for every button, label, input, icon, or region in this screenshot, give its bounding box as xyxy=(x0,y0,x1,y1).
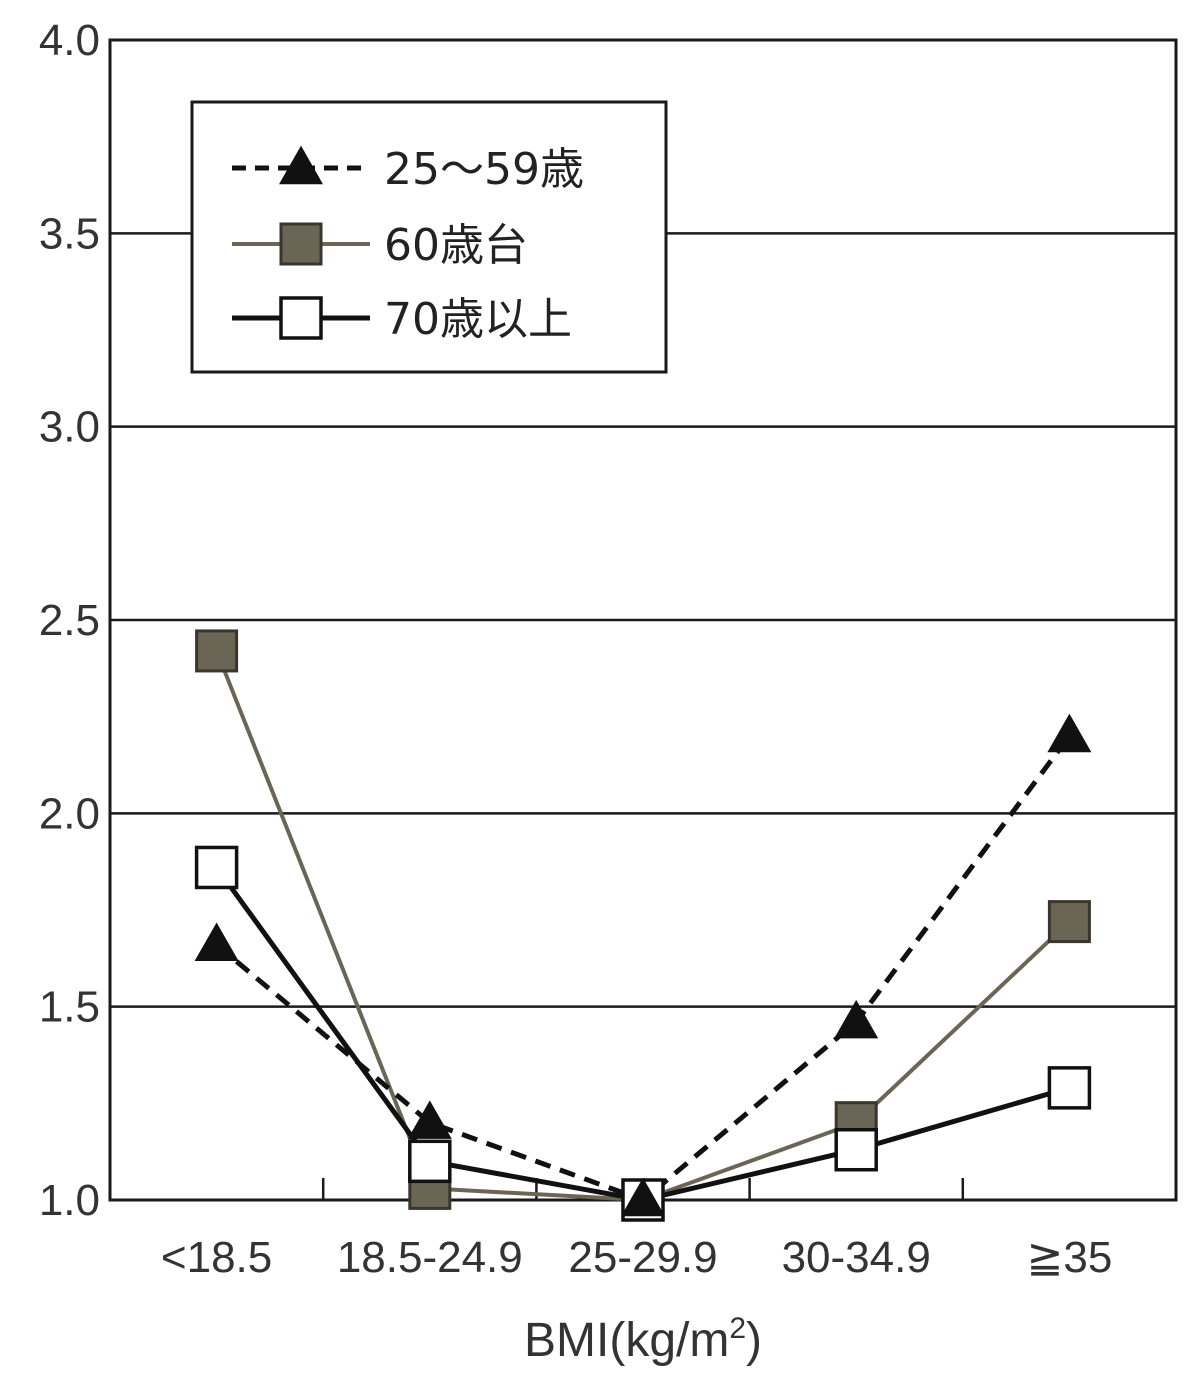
series-1-point-4 xyxy=(1047,900,1091,944)
y-tick-labels: 1.0 1.5 2.0 2.5 3.0 3.5 4.0 xyxy=(39,16,100,1225)
legend-marker-1 xyxy=(279,222,323,266)
x-tick-label-2: 25-29.9 xyxy=(568,1233,717,1282)
series-0-point-2 xyxy=(621,1177,665,1217)
series-markers-2 xyxy=(194,845,1092,1222)
x-axis-label-superscript: 2 xyxy=(729,1312,746,1345)
series-0-point-1 xyxy=(407,1100,452,1139)
legend-marker-0 xyxy=(279,145,323,185)
legend: 25〜59歳 60歳台 70歳以上 xyxy=(190,100,668,374)
x-tick-label-3: 30-34.9 xyxy=(782,1233,931,1282)
series-1 xyxy=(214,650,1071,1202)
x-tick-label-1: 18.5-24.9 xyxy=(337,1233,523,1282)
y-tick-label-1: 1.5 xyxy=(39,983,100,1032)
series-2 xyxy=(214,865,1071,1203)
y-tick-label-5: 3.5 xyxy=(39,209,100,258)
legend-marker-2 xyxy=(279,296,323,340)
legend-box xyxy=(190,100,668,374)
series-line-2 xyxy=(214,865,1071,1203)
series-2-point-4 xyxy=(1047,1066,1092,1110)
series-markers-1 xyxy=(195,629,1091,1222)
x-axis-label-unit: (kg/m xyxy=(609,1314,729,1367)
x-axis-label: BMI(kg/m2) xyxy=(524,1312,762,1367)
y-tick-label-6: 4.0 xyxy=(39,16,100,65)
legend-item-2: 70歳以上 xyxy=(232,294,572,345)
series-1-point-0 xyxy=(195,629,239,673)
x-tick-labels: <18.5 18.5-24.9 25-29.9 30-34.9 ≧35 xyxy=(161,1233,1112,1282)
legend-label-0: 25〜59歳 xyxy=(384,144,584,195)
series-2-point-0 xyxy=(194,845,239,890)
series-layer xyxy=(194,629,1092,1222)
series-2-point-3 xyxy=(834,1127,878,1172)
series-0-point-3 xyxy=(834,999,879,1039)
series-line-1 xyxy=(214,650,1071,1202)
y-tick-label-4: 3.0 xyxy=(39,403,100,452)
legend-label-1: 60歳台 xyxy=(384,220,528,271)
series-2-point-1 xyxy=(408,1139,452,1184)
legend-label-2: 70歳以上 xyxy=(384,294,572,345)
y-tick-label-0: 1.0 xyxy=(39,1176,100,1225)
y-tick-label-2: 2.0 xyxy=(39,789,100,838)
x-tick-label-4: ≧35 xyxy=(1026,1233,1112,1282)
legend-item-1: 60歳台 xyxy=(232,220,528,271)
legend-item-0: 25〜59歳 xyxy=(232,144,584,195)
y-tick-label-3: 2.5 xyxy=(39,596,100,645)
x-tick-label-0: <18.5 xyxy=(161,1233,272,1282)
series-0-point-0 xyxy=(194,922,239,961)
x-tick-marks xyxy=(321,1178,965,1200)
series-0-point-4 xyxy=(1047,713,1092,753)
x-axis-label-main: BMI xyxy=(524,1314,609,1367)
x-axis-label-close: ) xyxy=(746,1314,762,1367)
series-markers-0 xyxy=(194,713,1092,1217)
